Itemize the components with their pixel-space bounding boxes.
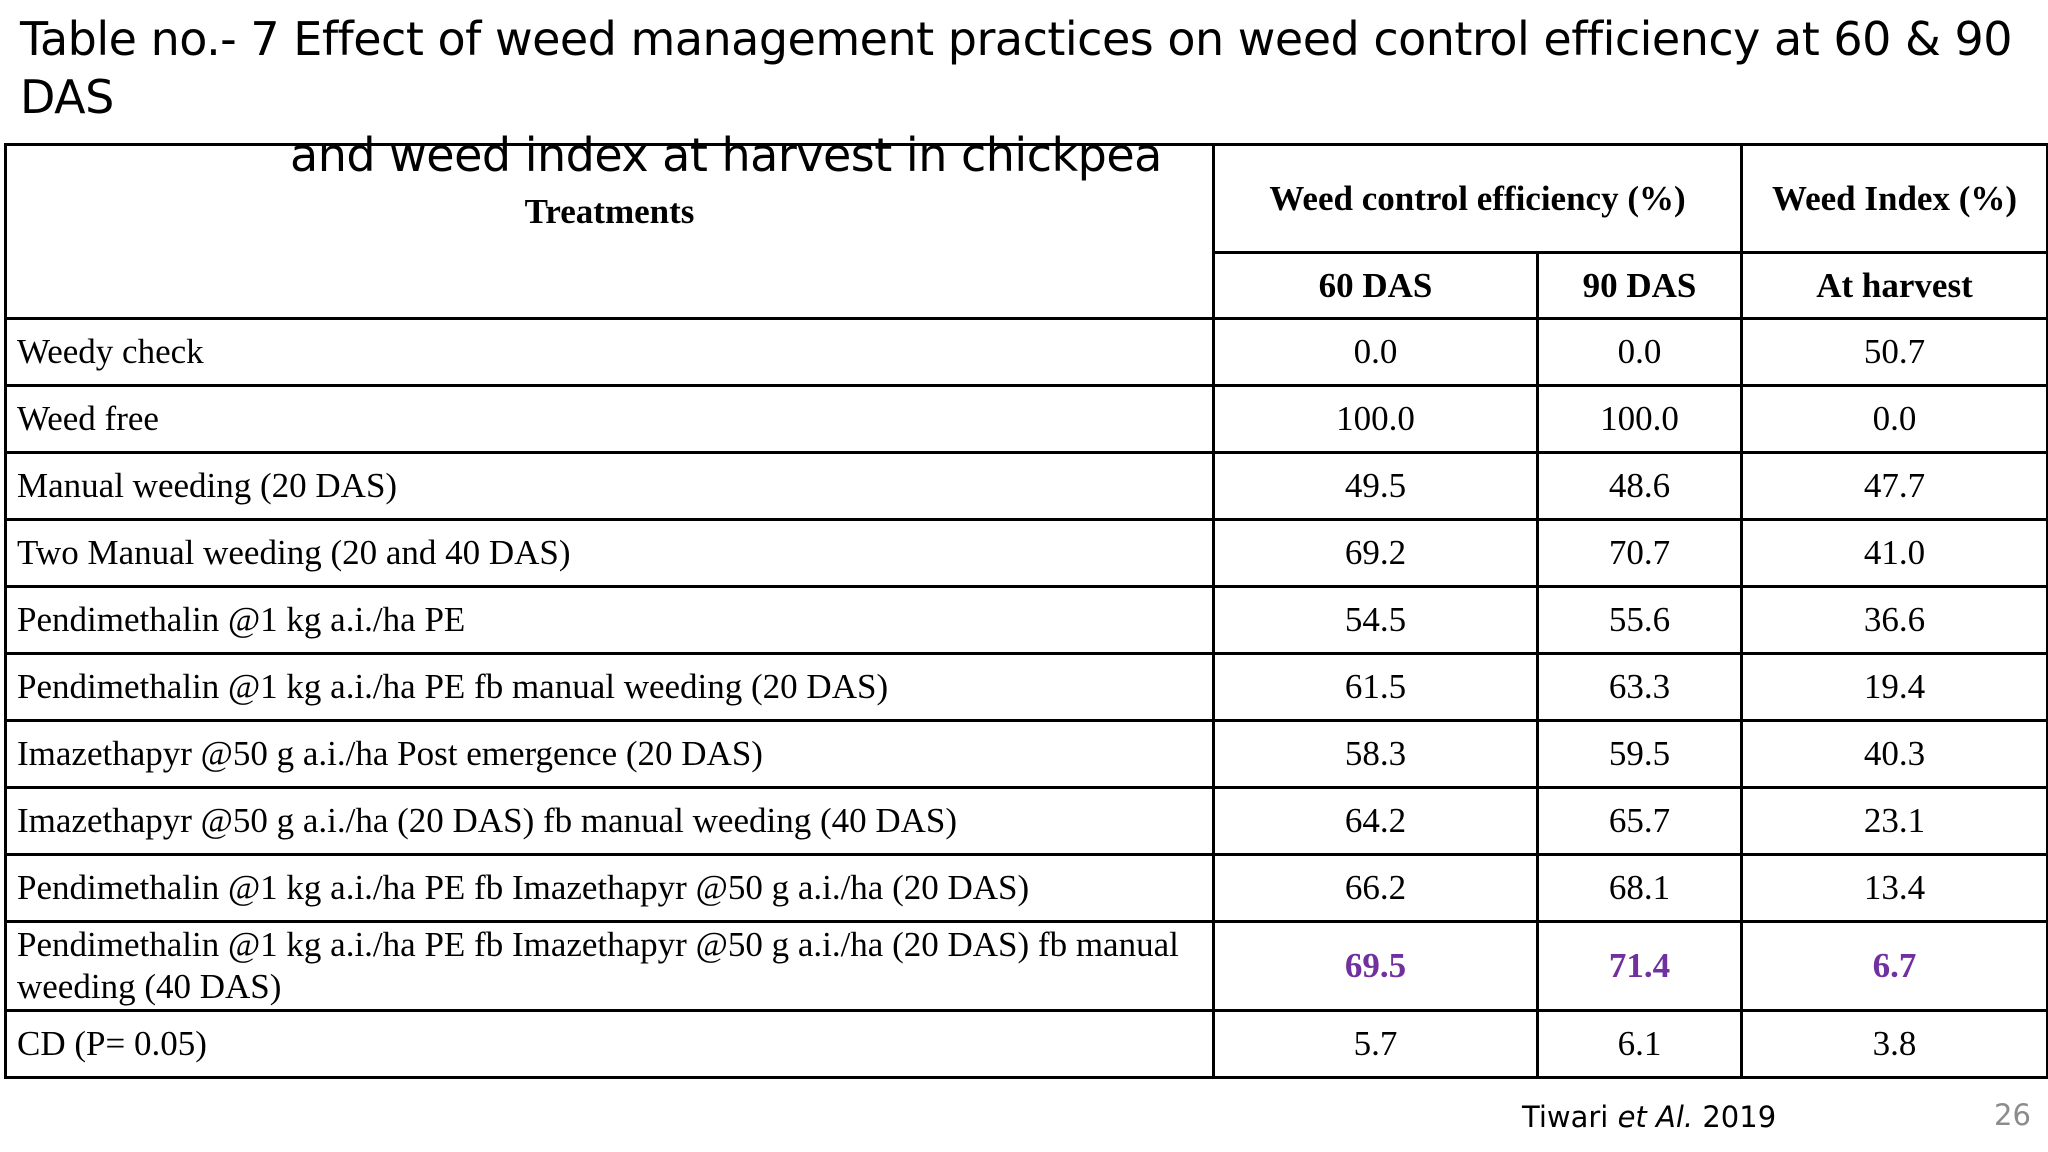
table-row: Imazethapyr @50 g a.i./ha Post emergence… [4, 719, 2048, 789]
citation: Tiwari et Al. 2019 [1522, 1100, 1776, 1134]
citation-author: Tiwari [1522, 1100, 1618, 1134]
wce-90-cell: 55.6 [1536, 585, 1743, 655]
table-row: Manual weeding (20 DAS) 49.5 48.6 47.7 [4, 451, 2048, 521]
wce-60-cell-best: 69.5 [1212, 920, 1539, 1012]
weed-index-cell: 47.7 [1740, 451, 2048, 521]
weed-index-cell: 41.0 [1740, 518, 2048, 588]
treatment-cell: Imazethapyr @50 g a.i./ha (20 DAS) fb ma… [4, 786, 1215, 856]
wce-60-cell: 64.2 [1212, 786, 1539, 856]
wce-60-cell: 58.3 [1212, 719, 1539, 789]
weed-index-cell-best: 6.7 [1740, 920, 2048, 1012]
treatment-cell: CD (P= 0.05) [4, 1009, 1215, 1079]
wce-90-cell: 0.0 [1536, 317, 1743, 387]
weed-index-cell: 50.7 [1740, 317, 2048, 387]
wce-90-cell: 59.5 [1536, 719, 1743, 789]
weed-index-cell: 36.6 [1740, 585, 2048, 655]
wce-90-cell: 6.1 [1536, 1009, 1743, 1079]
weed-index-cell: 3.8 [1740, 1009, 2048, 1079]
wce-60-cell: 5.7 [1212, 1009, 1539, 1079]
weed-index-cell: 40.3 [1740, 719, 2048, 789]
wce-90-cell: 63.3 [1536, 652, 1743, 722]
wce-90-cell-best: 71.4 [1536, 920, 1743, 1012]
header-weed-index: Weed Index (%) [1740, 143, 2048, 254]
header-row-1: Treatments Weed control efficiency (%) W… [4, 143, 2048, 320]
citation-et-al: et Al. [1617, 1100, 1694, 1134]
treatment-cell: Imazethapyr @50 g a.i./ha Post emergence… [4, 719, 1215, 789]
table-row: Two Manual weeding (20 and 40 DAS) 69.2 … [4, 518, 2048, 588]
wce-90-cell: 48.6 [1536, 451, 1743, 521]
treatment-cell: Two Manual weeding (20 and 40 DAS) [4, 518, 1215, 588]
table-row: Imazethapyr @50 g a.i./ha (20 DAS) fb ma… [4, 786, 2048, 856]
header-row-2: 60 DAS 90 DAS At harvest [6, 251, 2048, 320]
table-row: Weedy check 0.0 0.0 50.7 [4, 317, 2048, 387]
table-row-cd: CD (P= 0.05) 5.7 6.1 3.8 [4, 1009, 2048, 1079]
wce-90-cell: 65.7 [1536, 786, 1743, 856]
header-90-das: 90 DAS [1536, 251, 1743, 320]
table-row: Weed free 100.0 100.0 0.0 [4, 384, 2048, 454]
wce-60-cell: 49.5 [1212, 451, 1539, 521]
header-weed-control-efficiency: Weed control efficiency (%) [1212, 143, 1743, 254]
treatment-cell: Pendimethalin @1 kg a.i./ha PE fb Imazet… [4, 920, 1215, 1012]
header-at-harvest: At harvest [1740, 251, 2048, 320]
title-line-1: Table no.- 7 Effect of weed management p… [20, 12, 2013, 124]
header-60-das: 60 DAS [1212, 251, 1539, 320]
citation-year: 2019 [1693, 1100, 1777, 1134]
weed-index-cell: 19.4 [1740, 652, 2048, 722]
wce-60-cell: 61.5 [1212, 652, 1539, 722]
treatment-cell: Pendimethalin @1 kg a.i./ha PE fb Imazet… [4, 853, 1215, 923]
table-row-highlighted: Pendimethalin @1 kg a.i./ha PE fb Imazet… [4, 920, 2048, 1012]
results-table: Treatments Weed control efficiency (%) W… [4, 143, 2048, 1079]
header-treatments: Treatments [4, 143, 1215, 320]
wce-60-cell: 54.5 [1212, 585, 1539, 655]
table-row: Pendimethalin @1 kg a.i./ha PE 54.5 55.6… [4, 585, 2048, 655]
wce-60-cell: 100.0 [1212, 384, 1539, 454]
wce-90-cell: 100.0 [1536, 384, 1743, 454]
wce-90-cell: 68.1 [1536, 853, 1743, 923]
wce-60-cell: 66.2 [1212, 853, 1539, 923]
treatment-cell: Weed free [4, 384, 1215, 454]
table-row: Pendimethalin @1 kg a.i./ha PE fb Imazet… [4, 853, 2048, 923]
weed-index-cell: 13.4 [1740, 853, 2048, 923]
weed-index-cell: 23.1 [1740, 786, 2048, 856]
treatment-cell: Weedy check [4, 317, 1215, 387]
treatment-cell: Pendimethalin @1 kg a.i./ha PE [4, 585, 1215, 655]
weed-index-cell: 0.0 [1740, 384, 2048, 454]
treatment-cell: Manual weeding (20 DAS) [4, 451, 1215, 521]
page-number: 26 [1994, 1098, 2031, 1132]
wce-60-cell: 0.0 [1212, 317, 1539, 387]
treatment-cell: Pendimethalin @1 kg a.i./ha PE fb manual… [4, 652, 1215, 722]
wce-60-cell: 69.2 [1212, 518, 1539, 588]
wce-90-cell: 70.7 [1536, 518, 1743, 588]
table-row: Pendimethalin @1 kg a.i./ha PE fb manual… [4, 652, 2048, 722]
